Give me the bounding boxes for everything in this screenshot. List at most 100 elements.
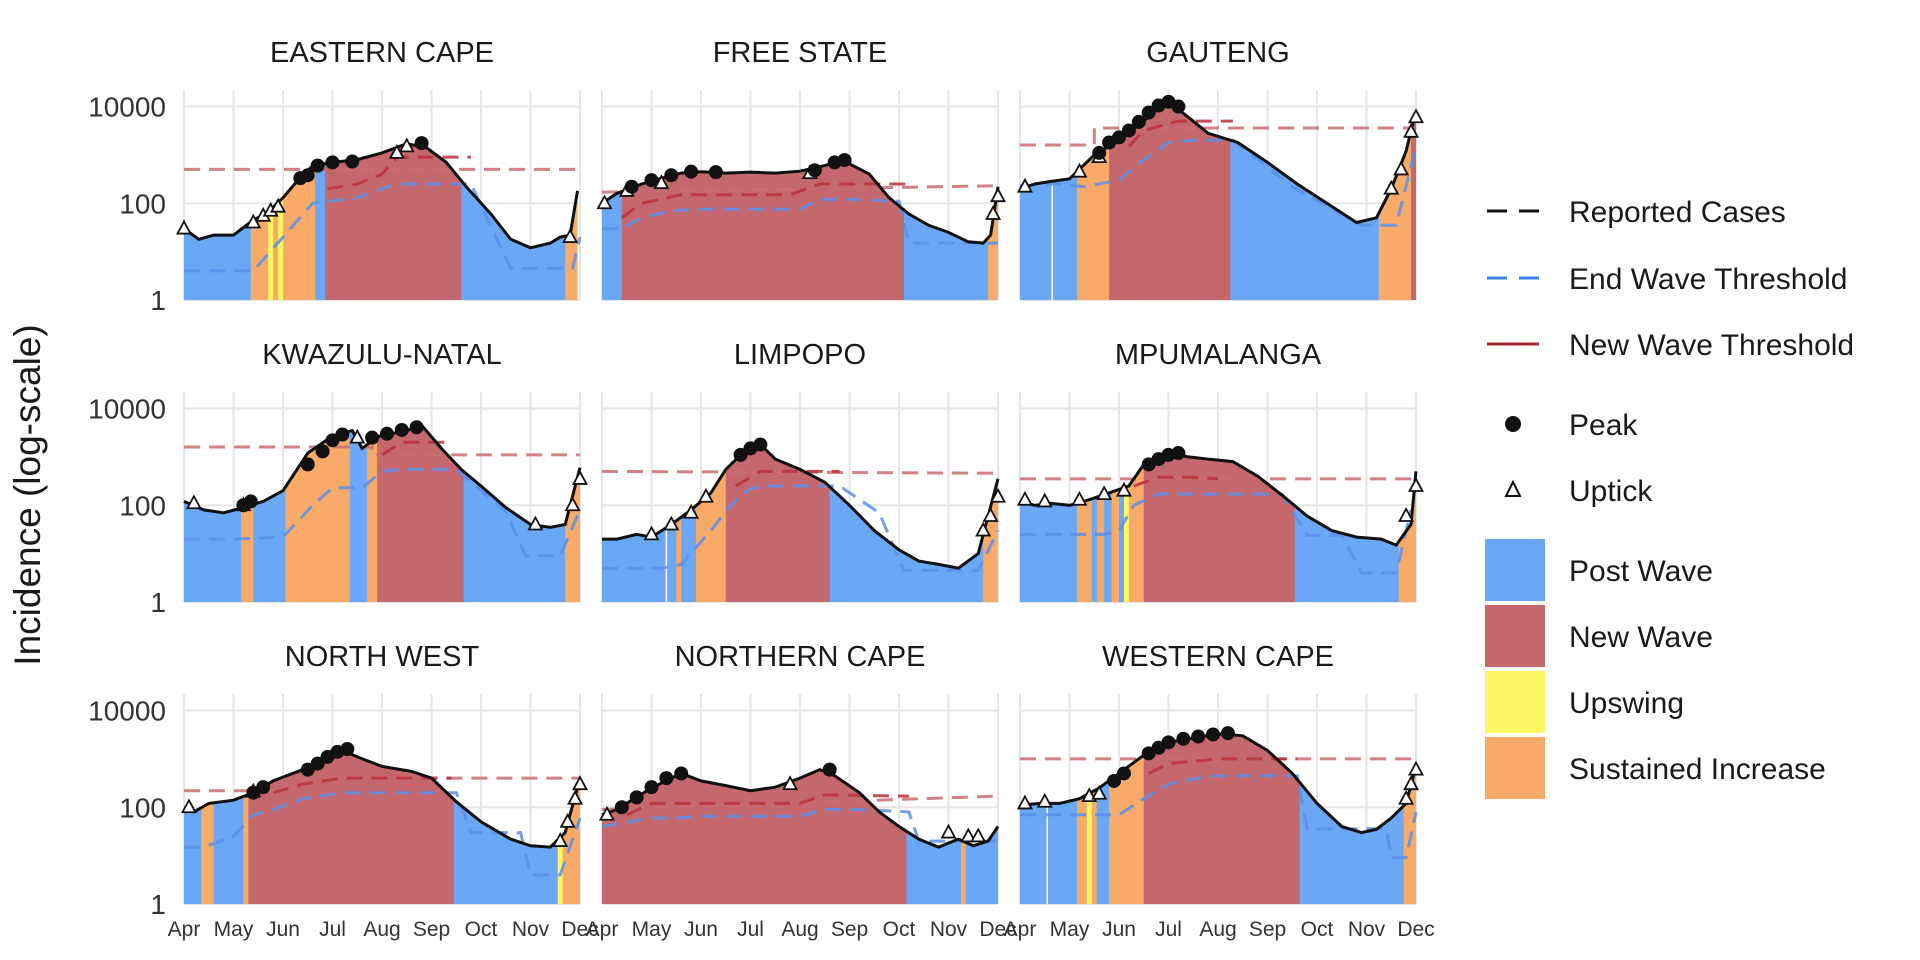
segment-post-wave <box>1091 453 1098 602</box>
uptick-marker <box>1096 485 1113 501</box>
uptick-marker <box>571 470 589 485</box>
segment-upswing <box>278 143 284 300</box>
peak-marker <box>1131 114 1146 129</box>
peak-marker <box>1092 145 1107 160</box>
y-tick-label: 1 <box>150 587 166 618</box>
panel-title: KWAZULU-NATAL <box>262 339 502 371</box>
segment-sustained-increase <box>1096 453 1105 602</box>
uptick-marker <box>1383 179 1400 195</box>
segment-sustained-increase <box>273 143 279 300</box>
uptick-marker <box>398 137 415 153</box>
x-tick-label: Jun <box>266 918 300 941</box>
x-tick-label: Apr <box>1004 918 1037 941</box>
x-tick-label: Jun <box>1102 918 1136 941</box>
segment-upswing <box>1123 453 1130 602</box>
x-tick-label: Aug <box>363 918 400 941</box>
end-wave-threshold-line <box>184 182 582 273</box>
legend-label: Peak <box>1569 409 1638 442</box>
peak-marker <box>674 766 689 781</box>
legend-item-sustained-increase: Sustained Increase <box>1485 737 1826 799</box>
uptick-marker <box>1091 784 1108 800</box>
peak-marker <box>807 163 822 178</box>
legend-box-key <box>1485 539 1545 601</box>
segment-new-wave <box>1143 733 1301 904</box>
y-axis-label: Incidence (log-scale) <box>7 324 48 665</box>
segment-sustained-increase <box>676 444 682 602</box>
uptick-marker <box>598 805 615 821</box>
panel-title: EASTERN CAPE <box>270 37 494 69</box>
peak-marker <box>300 168 315 183</box>
legend-item-post-wave: Post Wave <box>1485 539 1713 601</box>
peak-marker <box>365 430 380 445</box>
peak-marker <box>684 164 699 179</box>
x-tick-label: Aug <box>1199 918 1236 941</box>
peak-marker <box>1171 99 1186 114</box>
peak-marker <box>1220 726 1235 741</box>
new-wave-threshold-inner <box>1133 475 1219 488</box>
legend-item-upswing: Upswing <box>1485 671 1684 733</box>
segment-new-wave <box>1411 101 1416 300</box>
uptick-marker <box>527 515 544 531</box>
peak-marker <box>1171 446 1186 461</box>
peak-marker <box>1206 727 1221 742</box>
peak-marker <box>624 179 639 194</box>
x-tick-label: May <box>632 918 672 941</box>
new-wave-threshold-line <box>1020 126 1416 147</box>
segment-sustained-increase <box>1091 733 1098 904</box>
x-tick-label: May <box>1050 918 1090 941</box>
uptick-marker <box>1398 789 1415 805</box>
segment-upswing <box>268 143 274 300</box>
uptick-marker <box>270 197 287 213</box>
x-tick-label: Nov <box>930 918 968 941</box>
uptick-marker <box>1016 490 1033 506</box>
end-wave-threshold-line <box>1019 138 1418 227</box>
panel-kwazulu-natal: KWAZULU-NATAL 1 100 10000 <box>88 339 589 618</box>
uptick-marker <box>1407 477 1425 492</box>
x-tick-label: Sep <box>413 918 450 941</box>
uptick-marker <box>564 496 581 512</box>
peak-marker <box>1116 766 1131 781</box>
y-tick-label: 100 <box>119 188 166 219</box>
peak-marker <box>614 800 629 815</box>
legend-label: Uptick <box>1569 475 1653 508</box>
uptick-marker <box>185 494 202 510</box>
legend-label: Sustained Increase <box>1569 753 1826 786</box>
uptick-marker <box>940 823 957 839</box>
legend-box-key <box>1485 671 1545 733</box>
uptick-marker <box>989 487 1007 503</box>
segment-sustained-increase <box>1111 453 1120 602</box>
uptick-marker <box>349 428 366 444</box>
peak-marker <box>310 158 325 173</box>
legend-box-key <box>1485 605 1545 667</box>
peak-marker <box>708 165 723 180</box>
legend-label: Upswing <box>1569 687 1684 720</box>
peak-marker <box>733 447 748 462</box>
uptick-marker <box>1036 492 1053 508</box>
panel-title: NORTH WEST <box>285 641 480 673</box>
peak-marker <box>394 422 409 437</box>
peak-marker <box>822 762 837 777</box>
peak-marker <box>243 494 258 509</box>
peak-marker <box>629 790 644 805</box>
peak-marker <box>1107 773 1122 788</box>
segment-sustained-increase <box>988 160 998 300</box>
x-tick-label: Nov <box>512 918 550 941</box>
uptick-marker <box>1407 760 1425 776</box>
uptick-marker <box>571 775 589 791</box>
peak-marker <box>664 168 679 183</box>
uptick-marker <box>1016 794 1033 810</box>
new-wave-threshold-line <box>601 184 999 194</box>
y-tick-label: 100 <box>119 490 166 521</box>
segment-sustained-increase <box>1076 733 1088 904</box>
segment-sustained-increase <box>243 750 249 904</box>
panel-gauteng: GAUTENG <box>1016 37 1425 301</box>
end-wave-threshold-line <box>602 484 1000 572</box>
uptick-marker <box>663 515 680 531</box>
x-tick-label: Oct <box>1301 918 1334 941</box>
x-tick-label: Jun <box>684 918 718 941</box>
segment-new-wave <box>621 160 905 300</box>
uptick-marker <box>982 507 999 522</box>
uptick-marker <box>1403 122 1420 138</box>
y-tick-label: 1 <box>150 889 166 920</box>
